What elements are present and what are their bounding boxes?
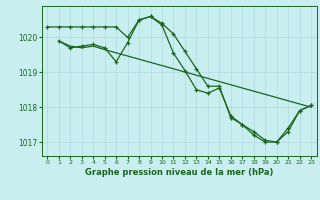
X-axis label: Graphe pression niveau de la mer (hPa): Graphe pression niveau de la mer (hPa) xyxy=(85,168,273,177)
